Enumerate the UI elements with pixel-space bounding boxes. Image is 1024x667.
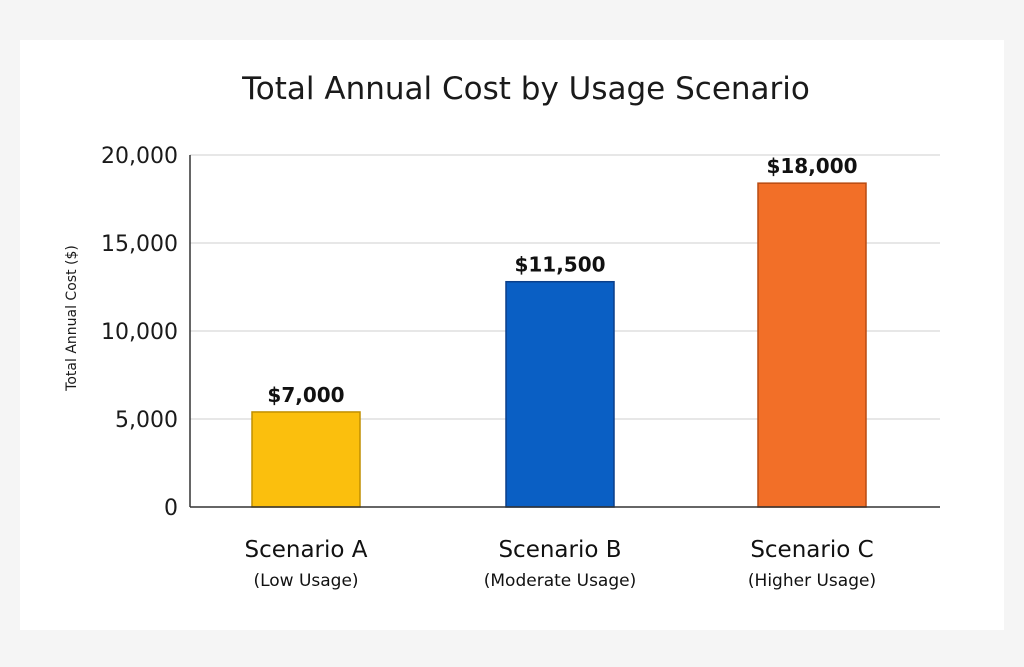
bar — [757, 182, 867, 508]
x-axis-categories: Scenario A (Low Usage) Scenario B (Moderate… — [244, 537, 876, 591]
x-category-sublabel: (Low Usage) — [253, 571, 358, 591]
x-category-sublabel: (Moderate Usage) — [484, 571, 637, 591]
x-category-label: Scenario C — [750, 537, 873, 563]
y-axis-ticks: 0 5,000 10,000 15,000 20,000 — [101, 144, 178, 521]
x-category-label: Scenario A — [244, 537, 367, 563]
y-tick-label: 0 — [164, 496, 178, 521]
y-tick-label: 10,000 — [101, 320, 178, 345]
bar — [251, 411, 361, 508]
bar-value-label: $11,500 — [514, 253, 605, 277]
x-category-sublabel: (Higher Usage) — [748, 571, 876, 591]
bars — [251, 182, 867, 508]
y-tick-label: 15,000 — [101, 232, 178, 257]
bar — [505, 280, 615, 508]
bar-value-label: $7,000 — [267, 383, 344, 407]
chart-title: Total Annual Cost by Usage Scenario — [241, 71, 810, 107]
data-labels: $7,000 $11,500 $18,000 — [267, 154, 857, 407]
y-axis-label: Total Annual Cost ($) — [64, 245, 80, 392]
bar-value-label: $18,000 — [766, 154, 857, 178]
x-category-label: Scenario B — [498, 537, 621, 563]
y-tick-label: 5,000 — [115, 408, 178, 433]
y-tick-label: 20,000 — [101, 144, 178, 169]
